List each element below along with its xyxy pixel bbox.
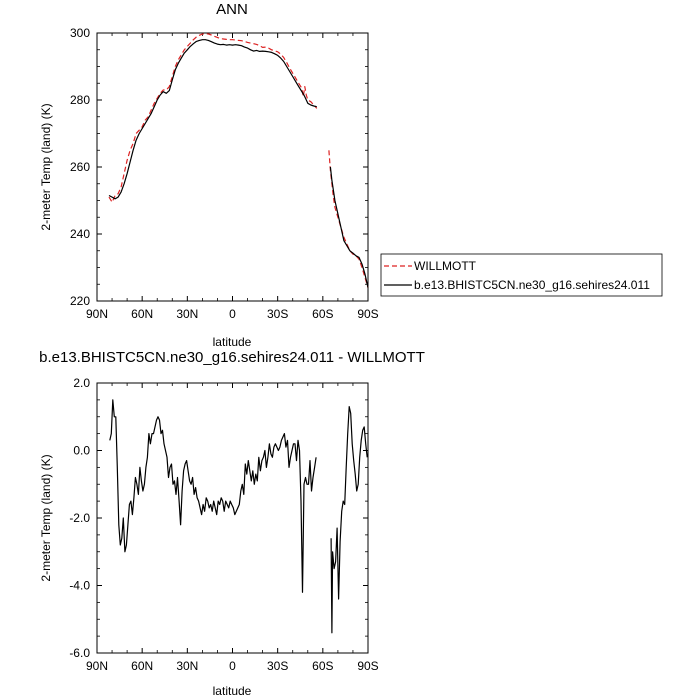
top-panel-title: ANN (216, 1, 248, 18)
top-x-tick-labels: 90N 60N 30N 0 30S 60S 90S (86, 307, 379, 321)
top-y-tick-label: 240 (70, 227, 90, 241)
top-y-tick-labels: 220 240 260 280 300 (70, 26, 90, 308)
bot-x-tick-label: 0 (229, 659, 236, 673)
bot-y-tick-label: 0.0 (73, 444, 90, 458)
bottom-x-tick-labels: 90N 60N 30N 0 30S 60S 90S (86, 659, 379, 673)
top-x-tick-label: 60N (131, 307, 153, 321)
top-series-model-segment-0 (108, 39, 317, 200)
bottom-y-axis-label: 2-meter Temp (land) (K) (39, 454, 53, 581)
bot-x-tick-label: 60N (131, 659, 153, 673)
top-y-axis-label: 2-meter Temp (land) (K) (39, 103, 53, 230)
bot-x-tick-label: 30S (267, 659, 288, 673)
top-x-tick-label: 0 (229, 307, 236, 321)
bot-x-tick-label: 30N (176, 659, 198, 673)
top-x-axis-label: latitude (213, 335, 252, 349)
top-series-model-segment-1 (329, 166, 369, 288)
top-y-tick-label: 260 (70, 160, 90, 174)
top-x-tick-label: 60S (312, 307, 333, 321)
top-x-tick-label: 90S (357, 307, 378, 321)
bot-x-tick-label: 60S (312, 659, 333, 673)
top-y-tick-label: 300 (70, 26, 90, 40)
legend-label-willmott: WILLMOTT (414, 259, 477, 273)
top-x-tick-label: 90N (86, 307, 108, 321)
top-x-tick-label: 30N (176, 307, 198, 321)
bottom-x-axis-label: latitude (213, 684, 252, 698)
top-axis-ticks (96, 32, 369, 302)
bot-x-tick-label: 90N (86, 659, 108, 673)
bot-y-tick-label: -4.0 (69, 579, 90, 593)
legend-label-model: b.e13.BHISTC5CN.ne30_g16.sehires24.011 (414, 278, 650, 292)
top-y-tick-label: 220 (70, 294, 90, 308)
top-x-tick-label: 30S (267, 307, 288, 321)
bot-y-tick-label: -2.0 (69, 511, 90, 525)
bot-series-difference-segment-0 (109, 399, 317, 593)
top-panel: ANN 90N 60N 30N 0 30S 60S 90S 220240260280300 … (39, 1, 663, 349)
bottom-panel-title: b.e13.BHISTC5CN.ne30_g16.sehires24.011 -… (39, 349, 425, 366)
bottom-series-lines (109, 399, 368, 634)
bottom-y-tick-labels: -6.0 -4.0 -2.0 0.0 2.0 (69, 376, 90, 660)
top-series-willmott-segment-1 (328, 150, 369, 288)
top-y-tick-label: 280 (70, 93, 90, 107)
bot-series-difference-segment-1 (330, 406, 368, 634)
legend: WILLMOTT b.e13.BHISTC5CN.ne30_g16.sehire… (380, 253, 663, 297)
bot-y-tick-label: 2.0 (73, 376, 90, 390)
bottom-panel: b.e13.BHISTC5CN.ne30_g16.sehires24.011 -… (39, 349, 425, 698)
top-series-willmott-segment-0 (108, 33, 318, 203)
bot-x-tick-label: 90S (357, 659, 378, 673)
bottom-plot-frame (96, 382, 369, 654)
bottom-axis-ticks (96, 382, 369, 654)
top-plot-frame (96, 32, 369, 302)
legend-box (380, 253, 663, 297)
bot-y-tick-label: -6.0 (69, 646, 90, 660)
top-series-lines (108, 33, 369, 288)
